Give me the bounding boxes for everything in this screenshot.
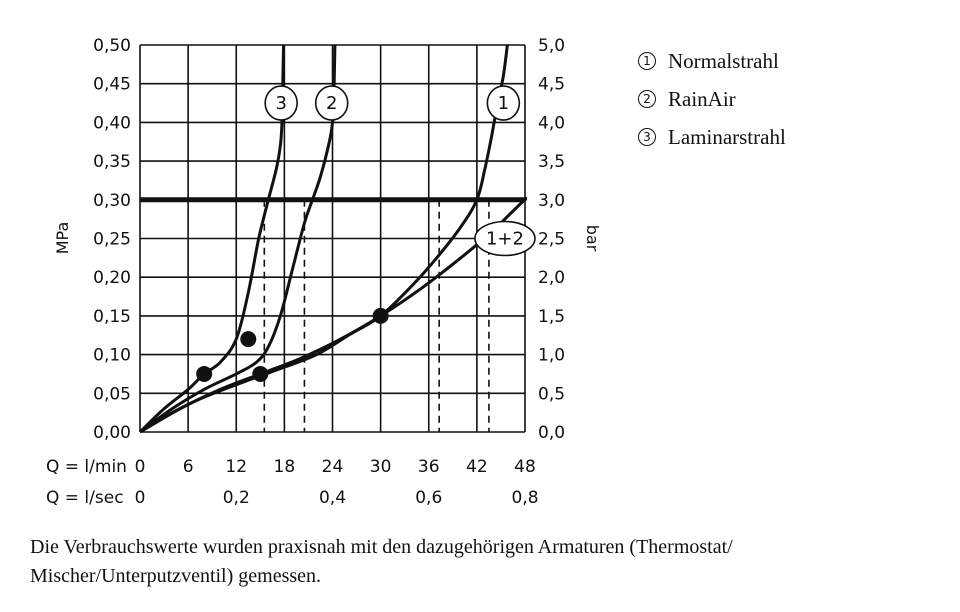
left-axis-tick: 0,50: [93, 36, 131, 56]
curve-label-text: 2: [326, 93, 337, 114]
x-axis-lmin-tick: 12: [225, 457, 247, 477]
curve-label-1: 1: [486, 85, 521, 121]
right-axis-tick: 3,0: [538, 191, 565, 211]
right-axis-tick: 2,0: [538, 268, 565, 288]
x-axis-lsec-tick: 0,2: [223, 488, 250, 508]
series-markers: [196, 307, 389, 382]
data-marker: [372, 307, 389, 324]
left-axis-tick: 0,20: [93, 268, 131, 288]
right-axis-label: bar: [583, 225, 602, 252]
left-axis-tick: 0,05: [93, 384, 131, 404]
left-axis-tick: 0,35: [93, 152, 131, 172]
curve-label-2: 2: [314, 85, 349, 121]
curve-label-badge: [314, 85, 349, 121]
left-axis-tick: 0,00: [93, 423, 131, 443]
curve-label-text: 3: [275, 93, 286, 114]
curve-label-text: 1: [498, 93, 509, 114]
x-axis-lmin-tick: 42: [466, 457, 488, 477]
x-axis-lmin-tick: 18: [274, 457, 296, 477]
data-marker: [252, 365, 269, 382]
left-axis-tick: 0,15: [93, 307, 131, 327]
x-axis-lsec-tick: 0: [135, 488, 146, 508]
axis-ticks: 0,000,050,100,150,200,250,300,350,400,45…: [46, 36, 565, 508]
x-axis-lsec-tick: 0,6: [415, 488, 442, 508]
legend-number-3: 3: [638, 128, 656, 146]
x-axis-lmin-tick: 24: [322, 457, 344, 477]
left-axis-label: MPa: [53, 222, 72, 255]
left-axis-tick: 0,10: [93, 346, 131, 366]
x-axis-lmin-tick: 30: [370, 457, 392, 477]
x-axis-lmin-tick: 6: [183, 457, 194, 477]
left-axis-tick: 0,25: [93, 230, 131, 250]
right-axis-tick: 0,0: [538, 423, 565, 443]
right-axis-tick: 2,5: [538, 230, 565, 250]
curve-label-3: 3: [264, 85, 298, 121]
right-axis-tick: 1,5: [538, 307, 565, 327]
curve-label-badge: [474, 220, 536, 257]
left-axis-tick: 0,30: [93, 191, 131, 211]
right-axis-tick: 4,0: [538, 113, 565, 133]
legend: 1 Normalstrahl 2 RainAir 3 Laminarstrahl: [638, 42, 786, 156]
curve-labels: 1 2 3 1+2: [264, 85, 536, 257]
x-axis-lsec-tick: 0,8: [511, 488, 538, 508]
legend-item-rainair: 2 RainAir: [638, 80, 786, 118]
caption-text: Die Verbrauchswerte wurden praxisnah mit…: [30, 536, 733, 587]
right-axis-tick: 4,5: [538, 75, 565, 95]
curve-label-text: 1+2: [486, 229, 524, 250]
right-axis-tick: 1,0: [538, 346, 565, 366]
legend-label-rainair: RainAir: [668, 86, 736, 111]
legend-number-2: 2: [638, 90, 656, 108]
series-curve-2: [139, 44, 337, 434]
curve-label-badge: [486, 85, 521, 121]
x-axis-lmin-label: Q = l/min: [46, 457, 127, 477]
left-axis-tick: 0,40: [93, 113, 131, 133]
series-curve-1: [139, 44, 509, 434]
legend-label-normalstrahl: Normalstrahl: [668, 48, 779, 73]
left-axis-tick: 0,45: [93, 75, 131, 95]
curve-label-1plus2: 1+2: [474, 220, 536, 257]
x-axis-lmin-tick: 0: [135, 457, 146, 477]
right-axis-tick: 3,5: [538, 152, 565, 172]
data-marker: [196, 365, 213, 382]
right-axis-tick: 0,5: [538, 384, 565, 404]
x-axis-lsec-label: Q = l/sec: [46, 488, 124, 508]
x-axis-lmin-tick: 36: [418, 457, 440, 477]
series-curve-3: [138, 44, 286, 434]
x-axis-lsec-tick: 0,4: [319, 488, 346, 508]
legend-item-normalstrahl: 1 Normalstrahl: [638, 42, 786, 80]
right-axis-tick: 5,0: [538, 36, 565, 56]
legend-item-laminarstrahl: 3 Laminarstrahl: [638, 118, 786, 156]
legend-label-laminarstrahl: Laminarstrahl: [668, 124, 786, 149]
data-marker: [240, 331, 257, 348]
curve-label-badge: [264, 85, 298, 121]
x-axis-lmin-tick: 48: [514, 457, 536, 477]
legend-number-1: 1: [638, 52, 656, 70]
